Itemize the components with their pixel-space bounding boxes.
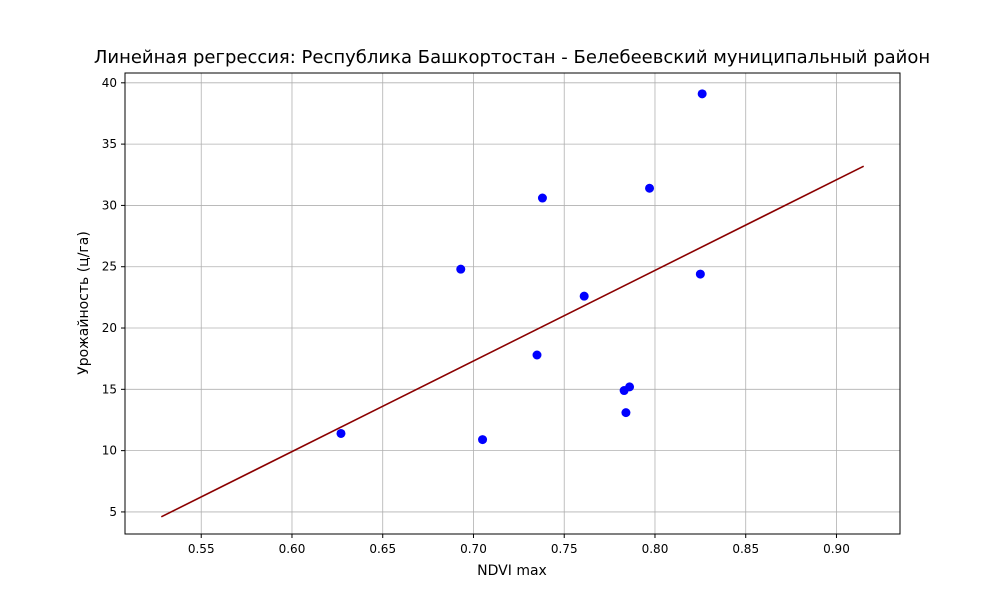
x-tick-label: 0.80 xyxy=(642,542,669,556)
y-tick-label: 30 xyxy=(102,198,117,212)
x-axis-label: NDVI max xyxy=(477,563,547,579)
scatter-point xyxy=(579,291,589,301)
scatter-point xyxy=(625,382,635,392)
y-axis-label: Урожайность (ц/га) xyxy=(76,231,92,375)
y-tick-label: 5 xyxy=(109,505,117,519)
x-tick-label: 0.55 xyxy=(188,542,215,556)
scatter-point xyxy=(697,89,707,99)
y-tick-label: 20 xyxy=(102,321,117,335)
y-tick-label: 10 xyxy=(102,444,117,458)
x-tick-label: 0.70 xyxy=(460,542,487,556)
x-tick-label: 0.90 xyxy=(823,542,850,556)
axis-ticks: 0.55 0.60 0.65 0.70 0.75 0.80 0.85 0.90 5 10 15 20 2… xyxy=(102,76,850,556)
plot-data xyxy=(160,89,865,518)
y-tick-label: 35 xyxy=(102,137,117,151)
scatter-point xyxy=(532,350,542,360)
regression-line xyxy=(160,165,865,518)
chart-title: Линейная регрессия: Республика Башкортос… xyxy=(94,47,930,68)
x-tick-label: 0.85 xyxy=(732,542,759,556)
y-tick-label: 40 xyxy=(102,76,117,90)
plot-frame xyxy=(124,72,901,535)
x-tick-label: 0.75 xyxy=(551,542,578,556)
scatter-point xyxy=(645,183,655,193)
x-tick-label: 0.65 xyxy=(369,542,396,556)
scatter-point xyxy=(336,428,346,438)
y-tick-label: 25 xyxy=(102,260,117,274)
grid xyxy=(125,73,900,534)
scatter-point xyxy=(537,193,547,203)
scatter-point xyxy=(695,269,705,279)
scatter-point xyxy=(478,435,488,445)
y-tick-label: 15 xyxy=(102,382,117,396)
scatter-point xyxy=(456,264,466,274)
scatter-point xyxy=(621,408,631,418)
x-tick-label: 0.60 xyxy=(279,542,306,556)
